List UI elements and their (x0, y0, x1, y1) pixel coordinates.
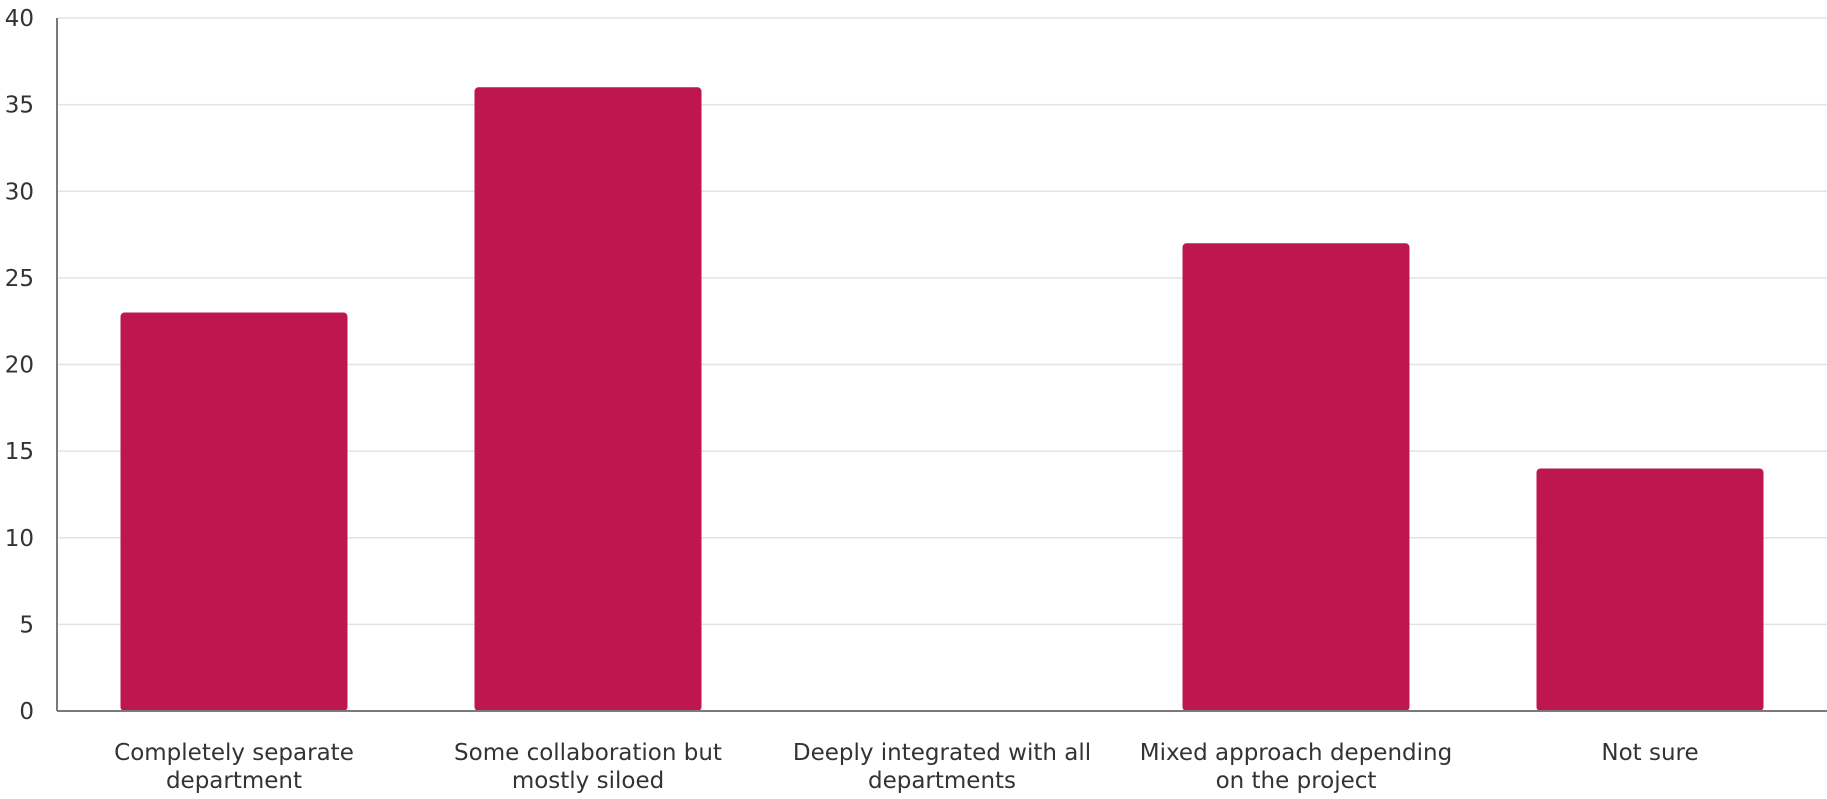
x-category-label-line: on the project (1216, 768, 1377, 794)
y-tick-labels: 0 5 10 15 20 25 30 35 40 (5, 6, 34, 725)
x-category-label-line: mostly siloed (512, 768, 664, 794)
y-tick-label: 30 (5, 179, 34, 205)
x-category-label: Completely separate department (114, 740, 354, 794)
x-category-label-line: Mixed approach depending (1140, 740, 1452, 766)
y-tick-label: 5 (19, 612, 34, 638)
x-category-label-line: department (166, 768, 302, 794)
y-tick-label: 0 (19, 699, 34, 725)
x-category-label-line: Completely separate (114, 740, 354, 766)
gridlines (57, 17, 1827, 626)
bar (120, 312, 348, 711)
x-category-label: Not sure (1601, 740, 1698, 766)
bars (120, 87, 1764, 712)
y-tick-label: 15 (5, 439, 34, 465)
y-tick-label: 25 (5, 266, 34, 292)
x-category-label: Deeply integrated with all departments (793, 740, 1091, 794)
axes (56, 18, 1827, 712)
bar (1536, 468, 1764, 711)
x-category-label-line: departments (868, 768, 1016, 794)
bar (1182, 243, 1410, 711)
x-category-label: Mixed approach depending on the project (1140, 740, 1452, 794)
x-category-label-line: Not sure (1601, 740, 1698, 766)
x-category-label: Some collaboration but mostly siloed (454, 740, 722, 794)
y-tick-label: 40 (5, 6, 34, 32)
x-category-label-line: Some collaboration but (454, 740, 722, 766)
x-category-label-line: Deeply integrated with all (793, 740, 1091, 766)
x-category-labels: Completely separate department Some collab… (114, 740, 1698, 794)
bar (474, 87, 702, 712)
y-tick-label: 10 (5, 526, 34, 552)
y-tick-label: 35 (5, 93, 34, 119)
y-tick-label: 20 (5, 353, 34, 379)
